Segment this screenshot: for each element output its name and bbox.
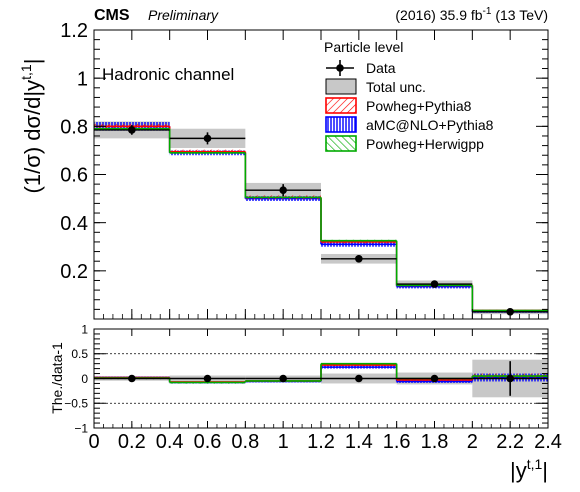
data-point [279, 186, 287, 194]
x-tick-label: 0.2 [118, 431, 146, 453]
ratio-data-point [203, 374, 212, 383]
ratio-panel: −1−0.500.51 0 0.2 0.4 0.6 0.8 1 1.2 1.4 1.6 1.8 2 2… [49, 322, 562, 483]
legend: Particle level Data Total unc. Powheg+Py… [324, 39, 494, 152]
main-y-tick-label: 1.2 [60, 20, 88, 42]
x-tick-label: 1.8 [421, 431, 449, 453]
ratio-y-tick-label: 0.5 [71, 347, 88, 361]
ratio-y-tick-label: 1 [81, 322, 88, 336]
x-axis-label: |yt,1| [510, 456, 548, 483]
data-point [355, 254, 363, 263]
cms-label: CMS [94, 7, 130, 24]
ratio-data-point [430, 374, 439, 383]
main-y-tick-label: 0.6 [60, 165, 88, 187]
x-tick-label: 1.2 [307, 431, 335, 453]
legend-label-powheg-pythia8: Powheg+Pythia8 [366, 98, 472, 114]
ratio-data-group [94, 361, 548, 396]
main-y-tick-label: 0.4 [60, 213, 88, 235]
legend-title: Particle level [324, 39, 403, 55]
main-y-axis-label: (1/σ) dσ/d|yt,1| [18, 59, 45, 194]
x-tick-label: 2.4 [534, 431, 562, 453]
ratio-data-point [506, 374, 514, 383]
data-point [430, 280, 439, 288]
ratio-y-tick-label: 0 [81, 372, 88, 386]
main-y-tick-label: 0.8 [60, 117, 88, 139]
ratio-x-axis: 0 0.2 0.4 0.6 0.8 1 1.2 1.4 1.6 1.8 2 2.2 2.4 [88, 329, 562, 453]
main-y-axis: 0.2 0.4 0.6 0.8 1 1.2 [60, 20, 548, 320]
x-tick-label: 1.4 [345, 431, 373, 453]
legend-label-amcatnlo: aMC@NLO+Pythia8 [366, 117, 494, 133]
data-points-group [94, 125, 548, 316]
main-y-tick-label: 0.2 [60, 261, 88, 283]
ratio-y-tick-label: −1 [74, 421, 88, 435]
main-y-tick-label: 1 [77, 68, 88, 90]
ratio-y-axis-label: The./data-1 [49, 342, 65, 414]
luminosity-label: (2016) 35.9 fb-1 (13 TeV) [395, 6, 548, 23]
x-tick-label: 2 [467, 431, 478, 453]
legend-label-data: Data [366, 60, 396, 76]
ratio-data-point [279, 374, 287, 383]
legend-label-total-unc: Total unc. [366, 79, 426, 95]
preliminary-label: Preliminary [148, 7, 219, 23]
legend-label-powheg-herwig: Powheg+Herwigpp [366, 136, 484, 152]
legend-entry-total-unc: Total unc. [325, 78, 426, 95]
x-tick-label: 2.2 [496, 431, 524, 453]
ratio-y-axis: −1 −0.5 0 0.5 1 [64, 322, 548, 435]
legend-entry-data: Data [326, 60, 396, 76]
legend-entry-amcatnlo: aMC@NLO+Pythia8 [325, 116, 494, 133]
x-tick-label: 1.6 [383, 431, 411, 453]
main-x-ticks [93, 30, 549, 319]
data-point [203, 134, 212, 143]
legend-entry-powheg-herwig: Powheg+Herwigpp [325, 135, 484, 152]
ratio-data-point [128, 374, 136, 383]
x-tick-label: 0 [88, 431, 99, 453]
x-tick-label: 0.6 [194, 431, 222, 453]
x-tick-label: 0.4 [156, 431, 184, 453]
legend-entry-powheg-pythia8: Powheg+Pythia8 [325, 97, 472, 114]
channel-annotation: Hadronic channel [102, 65, 234, 84]
ratio-y-tick-label: −0.5 [64, 397, 88, 411]
x-tick-label: 1 [278, 431, 289, 453]
main-panel: 0.2 0.4 0.6 0.8 1 1.2 Hadronic channel (1/σ) … [18, 20, 549, 320]
x-tick-label: 0.8 [231, 431, 259, 453]
ratio-data-point [355, 374, 363, 383]
data-point [128, 126, 136, 134]
